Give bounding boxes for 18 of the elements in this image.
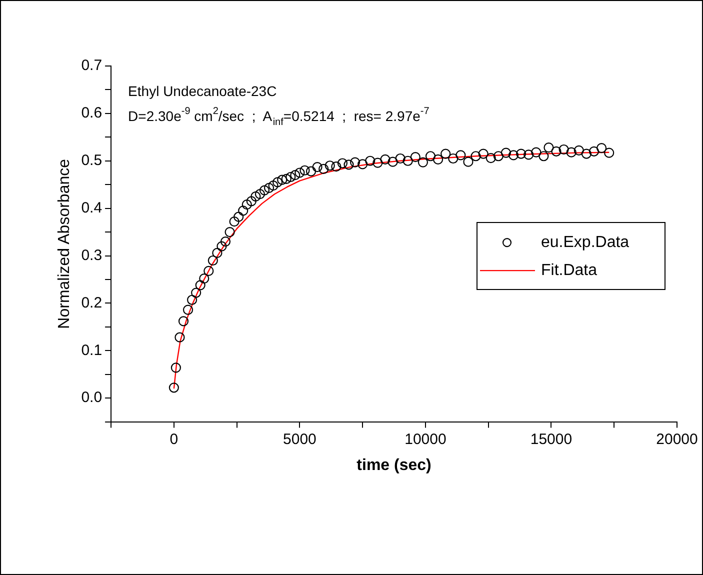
y-tick-label: 0.6 — [81, 104, 102, 122]
y-tick-label: 0.0 — [81, 389, 102, 406]
x-tick-label: 5000 — [283, 430, 316, 448]
x-tick-label: 15000 — [530, 430, 572, 448]
y-tick-label: 0.1 — [81, 342, 102, 359]
x-tick-label: 10000 — [404, 430, 446, 448]
y-tick-label: 0.2 — [81, 294, 102, 312]
y-tick-label: 0.7 — [81, 57, 102, 74]
x-axis-title: time (sec) — [356, 456, 432, 474]
legend-label: Fit.Data — [541, 262, 598, 279]
y-tick-label: 0.5 — [81, 152, 102, 170]
y-tick-label: 0.4 — [81, 199, 102, 216]
legend-label: eu.Exp.Data — [541, 234, 630, 251]
x-tick-label: 0 — [170, 430, 178, 448]
y-axis-title: Normalized Absorbance — [56, 158, 74, 329]
x-tick-label: 20000 — [656, 430, 698, 448]
annotation: Ethyl Undecanoate-23C — [128, 83, 277, 99]
y-tick-label: 0.3 — [81, 246, 102, 264]
